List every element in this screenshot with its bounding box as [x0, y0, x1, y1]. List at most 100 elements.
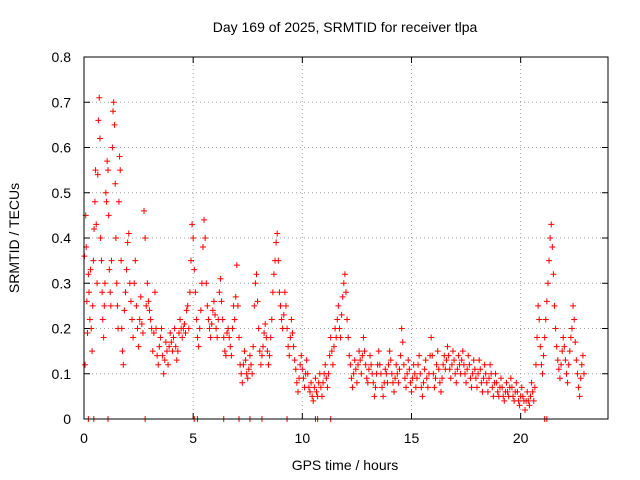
- data-point: [335, 302, 342, 309]
- data-point: [370, 379, 377, 386]
- x-tick-label: 15: [404, 430, 420, 446]
- data-point: [220, 334, 227, 341]
- data-point: [530, 397, 537, 404]
- data-point: [177, 316, 184, 323]
- data-point: [119, 348, 126, 355]
- data-point: [102, 189, 109, 196]
- data-point: [92, 167, 99, 174]
- data-point: [86, 289, 93, 296]
- data-point: [353, 379, 360, 386]
- data-point: [525, 397, 532, 404]
- data-point: [318, 393, 325, 400]
- data-point: [468, 384, 475, 391]
- data-point: [168, 339, 175, 346]
- data-point: [424, 384, 431, 391]
- data-point: [84, 330, 91, 337]
- data-point: [566, 348, 573, 355]
- data-point: [167, 330, 174, 337]
- data-point: [94, 280, 101, 287]
- y-tick-label: 0.3: [52, 275, 72, 291]
- y-tick-label: 0.4: [52, 230, 72, 246]
- data-point: [556, 375, 563, 382]
- data-point: [141, 207, 148, 214]
- data-point: [483, 379, 490, 386]
- data-point: [341, 271, 348, 278]
- data-point: [120, 361, 127, 368]
- data-point: [529, 388, 536, 395]
- data-point: [536, 316, 543, 323]
- x-tick-label: 0: [80, 430, 88, 446]
- data-point: [199, 244, 206, 251]
- data-point: [338, 311, 345, 318]
- data-point: [186, 289, 193, 296]
- data-point: [203, 280, 210, 287]
- data-point: [475, 370, 482, 377]
- data-point: [577, 375, 584, 382]
- data-point: [433, 361, 440, 368]
- data-point: [273, 239, 280, 246]
- data-point: [253, 271, 260, 278]
- data-point: [286, 352, 293, 359]
- data-point: [174, 348, 181, 355]
- data-point: [515, 397, 522, 404]
- data-point: [478, 379, 485, 386]
- data-point: [469, 370, 476, 377]
- data-point: [355, 361, 362, 368]
- data-point: [365, 366, 372, 373]
- data-point: [362, 361, 369, 368]
- data-point: [137, 293, 144, 300]
- data-point: [564, 379, 571, 386]
- data-point: [448, 361, 455, 368]
- data-point: [240, 361, 247, 368]
- data-point: [276, 289, 283, 296]
- data-point: [269, 289, 276, 296]
- data-point: [553, 343, 560, 350]
- data-point: [208, 320, 215, 327]
- data-point: [434, 348, 441, 355]
- data-point: [350, 370, 357, 377]
- data-point: [159, 352, 166, 359]
- data-point: [182, 330, 189, 337]
- data-point: [363, 375, 370, 382]
- data-point: [465, 352, 472, 359]
- data-point: [437, 388, 444, 395]
- data-point: [249, 370, 256, 377]
- data-point: [153, 325, 160, 332]
- data-point: [118, 325, 125, 332]
- data-point: [112, 180, 119, 187]
- y-tick-label: 0.8: [52, 49, 72, 65]
- data-point: [542, 316, 549, 323]
- data-point: [552, 325, 559, 332]
- data-point: [549, 244, 556, 251]
- y-axis-label: SRMTID / TECUs: [6, 183, 22, 293]
- data-point: [212, 311, 218, 318]
- data-point: [115, 198, 122, 205]
- data-point: [239, 379, 246, 386]
- data-point: [535, 302, 542, 309]
- data-point: [454, 366, 461, 373]
- data-point: [258, 352, 265, 359]
- data-point: [142, 235, 149, 241]
- data-point: [89, 348, 96, 355]
- data-point: [560, 334, 567, 341]
- data-point: [267, 334, 274, 341]
- data-point: [537, 343, 544, 350]
- data-point: [216, 289, 223, 296]
- data-point: [99, 289, 106, 296]
- data-point: [510, 393, 517, 400]
- data-point: [565, 361, 572, 368]
- data-point: [134, 325, 141, 332]
- data-point: [461, 370, 468, 377]
- data-point: [388, 370, 395, 377]
- data-point: [574, 370, 581, 377]
- data-point: [477, 366, 484, 373]
- data-point: [518, 384, 525, 391]
- data-point: [367, 352, 374, 359]
- data-point: [504, 388, 511, 395]
- data-point: [413, 375, 420, 382]
- data-point: [399, 339, 406, 346]
- data-point: [310, 397, 317, 404]
- data-point: [480, 375, 487, 382]
- data-point: [171, 325, 178, 332]
- data-point: [567, 334, 574, 341]
